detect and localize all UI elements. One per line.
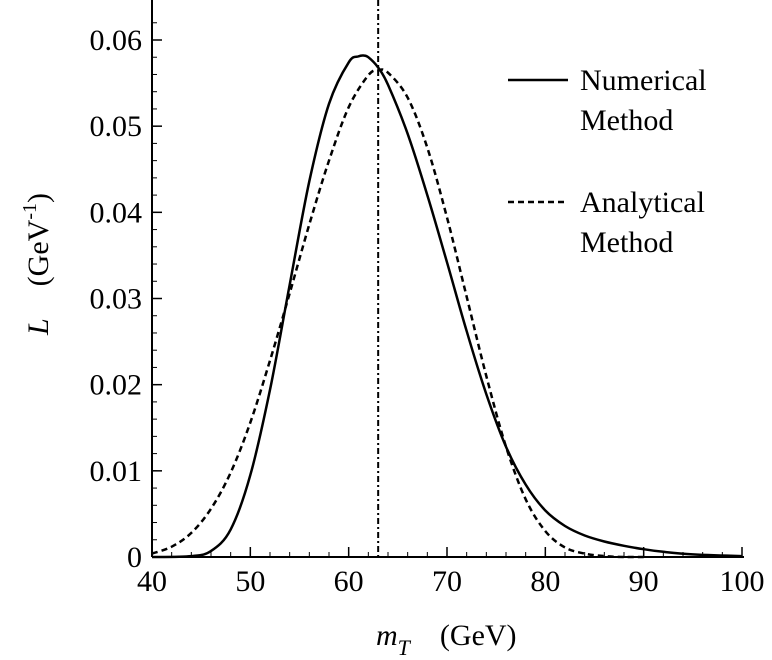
x-tick-label: 70 (432, 565, 462, 598)
x-tick-label: 50 (235, 565, 265, 598)
y-tick-label: 0.03 (90, 283, 143, 316)
x-tick-label: 60 (334, 565, 364, 598)
legend-label-analytical-line2: Method (580, 226, 673, 259)
legend-label-numerical-line1: Numerical (580, 64, 707, 97)
legend-label-analytical-line1: Analytical (580, 186, 705, 219)
x-tick-label: 100 (720, 565, 765, 598)
y-tick-label: 0 (127, 541, 142, 574)
x-tick-label: 90 (629, 565, 659, 598)
series-analytical-line (151, 68, 644, 559)
x-tick-label: 40 (137, 565, 167, 598)
curves (151, 0, 743, 559)
y-tick-label: 0.06 (90, 24, 143, 57)
x-axis-title: mT (GeV) (376, 619, 517, 660)
legend-label-numerical-line2: Method (580, 104, 673, 137)
y-axis-title: L(GeV-1) (19, 193, 55, 336)
series-numerical-line (151, 54, 743, 559)
axes: 0 0.01 0.02 0.03 0.04 0.05 0.06 40 50 60 70 80 90 100 (90, 22, 765, 598)
x-tick-label: 80 (530, 565, 560, 598)
y-tick-label: 0.02 (90, 369, 143, 402)
y-tick-label: 0.04 (90, 196, 143, 229)
y-tick-label: 0.01 (90, 455, 143, 488)
legend: Numerical Method Analytical Method (508, 64, 707, 259)
y-tick-label: 0.05 (90, 110, 143, 143)
